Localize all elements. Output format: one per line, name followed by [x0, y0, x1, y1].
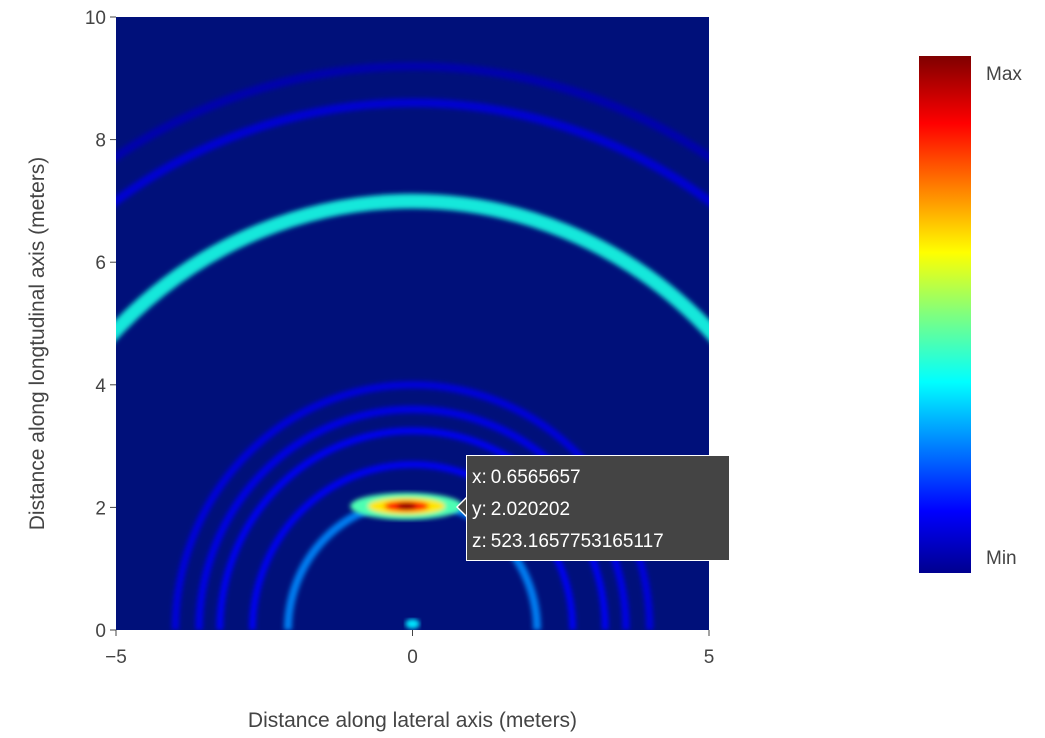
x-axis-title: Distance along lateral axis (meters) [248, 709, 577, 732]
y-tick-label: 6 [95, 253, 106, 274]
y-tick-label: 4 [95, 376, 106, 397]
tooltip-y-key: y: [472, 499, 487, 520]
y-tick-label: 2 [95, 498, 106, 519]
heatmap-arc-0 [116, 193, 709, 341]
y-axis-title: Distance along longtudinal axis (meters) [26, 157, 49, 531]
hover-tooltip-arrow-inner [458, 499, 466, 515]
tooltip-y-value: 2.020202 [490, 499, 571, 520]
colorbar-max-label: Max [986, 64, 1022, 85]
heatmap-hotspot [350, 492, 463, 520]
hover-tooltip: x: 0.6565657 y: 2.020202 z: 523.16577531… [466, 455, 730, 561]
colorbar [919, 56, 971, 573]
x-tick-label: −5 [105, 647, 127, 668]
heatmap-spot [405, 618, 420, 629]
tooltip-z-key: z: [472, 531, 487, 552]
x-tick-label: 0 [407, 647, 418, 668]
heatmap-plot-area [116, 17, 709, 630]
heatmap-arc-2 [116, 61, 709, 162]
tooltip-z-value: 523.1657753165117 [490, 531, 664, 552]
tooltip-x-value: 0.6565657 [490, 467, 581, 488]
tooltip-y-row: y: 2.020202 [472, 494, 729, 526]
tooltip-x-row: x: 0.6565657 [472, 462, 729, 494]
colorbar-min-label: Min [986, 548, 1017, 569]
y-tick-label: 10 [85, 8, 106, 29]
y-tick-label: 8 [95, 131, 106, 152]
tooltip-z-row: z: 523.1657753165117 [472, 526, 729, 558]
tooltip-x-key: x: [472, 467, 487, 488]
heatmap-arc-1 [116, 98, 709, 207]
y-tick-label: 0 [95, 621, 106, 642]
x-tick-label: 5 [704, 647, 715, 668]
